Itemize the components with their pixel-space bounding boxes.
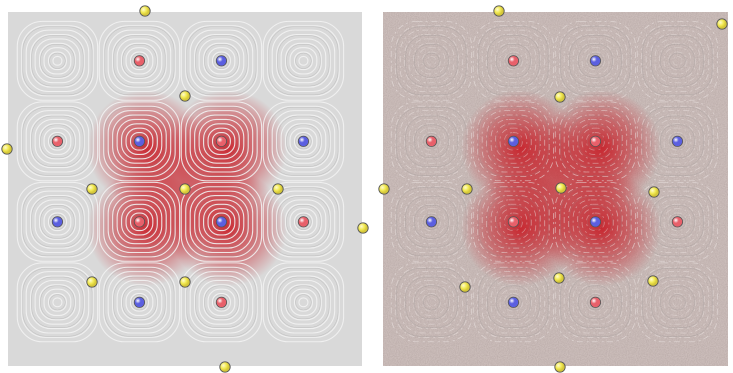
vortex-cell [262, 101, 345, 182]
blue-vortex-marker [133, 135, 146, 147]
heat-region [460, 89, 662, 287]
vortex-cell [16, 262, 99, 343]
vortex-cell [16, 181, 99, 262]
vortex-cell [262, 181, 345, 262]
red-vortex-marker [51, 135, 64, 147]
vortex-cell [262, 262, 345, 343]
streamline-plot-right [383, 12, 728, 366]
vortex-cell [472, 20, 555, 101]
vortex-cell [262, 20, 345, 101]
blue-vortex-marker [507, 135, 520, 147]
vortex-cell [554, 101, 637, 182]
vortex-cell [554, 181, 637, 262]
blue-vortex-marker [297, 135, 310, 147]
blue-vortex-marker [671, 135, 684, 147]
streamlines [16, 20, 345, 343]
vortex-cell [390, 20, 473, 101]
vortex-cell [180, 181, 263, 262]
vortex-cell [98, 181, 181, 262]
streamline-plot-left [8, 12, 362, 366]
red-vortex-marker [215, 135, 228, 147]
red-vortex-marker [671, 216, 684, 228]
streamline-panel-left [8, 12, 362, 366]
red-vortex-marker [297, 216, 310, 228]
vortex-cell [98, 101, 181, 182]
blue-vortex-marker [133, 296, 146, 308]
vortex-cell [554, 262, 637, 343]
vortex-cell [554, 20, 637, 101]
red-vortex-marker [133, 216, 146, 228]
vortex-cell [98, 262, 181, 343]
vortex-cell [636, 262, 719, 343]
red-vortex-marker [589, 135, 602, 147]
blue-vortex-marker [507, 296, 520, 308]
vortex-centers [425, 55, 684, 308]
red-vortex-marker [215, 296, 228, 308]
vortex-cell [390, 181, 473, 262]
vortex-cell [472, 181, 555, 262]
vortex-cell [390, 262, 473, 343]
vortex-cell [472, 262, 555, 343]
heat-core [487, 115, 635, 261]
vortex-cell [16, 101, 99, 182]
streamline-panel-right [383, 12, 728, 366]
blue-vortex-marker [589, 216, 602, 228]
red-vortex-marker [507, 55, 520, 67]
blue-vortex-marker [215, 216, 228, 228]
blue-vortex-marker [425, 216, 438, 228]
red-vortex-marker [425, 135, 438, 147]
vortex-cell [180, 101, 263, 182]
vortex-cell [98, 20, 181, 101]
blue-vortex-marker [215, 55, 228, 67]
vortex-cell [472, 101, 555, 182]
heat-region [86, 89, 288, 287]
vortex-cell [16, 20, 99, 101]
vortex-centers [51, 55, 310, 308]
blue-vortex-marker [51, 216, 64, 228]
vortex-cell [390, 101, 473, 182]
red-vortex-marker [133, 55, 146, 67]
vortex-cell [180, 262, 263, 343]
red-vortex-marker [589, 296, 602, 308]
vortex-cell [636, 20, 719, 101]
red-vortex-marker [507, 216, 520, 228]
blue-vortex-marker [589, 55, 602, 67]
